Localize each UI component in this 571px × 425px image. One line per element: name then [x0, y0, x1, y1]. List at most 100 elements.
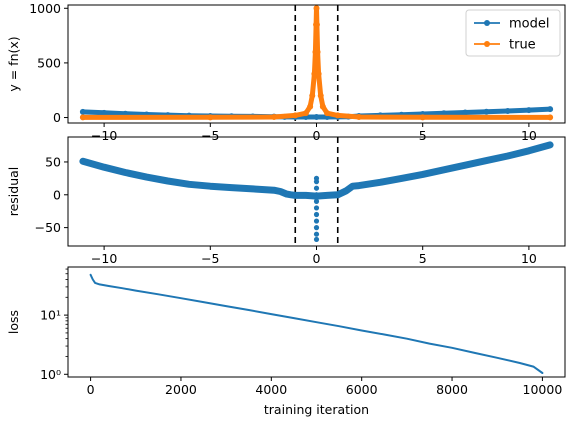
data-point [525, 107, 532, 114]
data-point [504, 107, 511, 114]
x-tick-label: 0 [313, 128, 321, 143]
data-point [398, 175, 405, 182]
x-tick-label: 10 [521, 251, 537, 266]
data-point [313, 198, 320, 204]
data-point [343, 187, 350, 194]
data-point [317, 92, 324, 99]
legend-entry-true: true [474, 38, 536, 53]
data-point [483, 108, 490, 115]
x-tick-label: 4000 [255, 382, 287, 397]
data-point [302, 110, 309, 117]
data-point [419, 171, 426, 178]
y-axis-label: y = fn(x) [6, 36, 21, 91]
data-point [313, 218, 320, 224]
data-point [462, 109, 469, 116]
data-point [313, 113, 320, 120]
data-point [313, 205, 320, 211]
x-axis-label: training iteration [264, 402, 369, 417]
plot-area [89, 273, 544, 374]
data-point [271, 187, 278, 194]
data-point [186, 181, 193, 188]
data-point [292, 192, 299, 199]
y-axis-label: loss [6, 310, 21, 334]
data-point [525, 147, 532, 154]
data-point [313, 192, 320, 198]
data-point [355, 182, 362, 189]
data-point [143, 174, 150, 181]
data-point [313, 211, 320, 218]
data-point [307, 103, 314, 110]
legend-label: true [509, 38, 536, 53]
data-point [79, 114, 86, 121]
loss-panel: 0 2000 4000 6000 8000 10000 10⁰ 10¹ loss training… [6, 266, 566, 417]
data-point [349, 183, 356, 190]
data-point [419, 114, 426, 121]
x-tick-label: −10 [91, 128, 117, 143]
data-point [547, 141, 554, 148]
data-point [313, 225, 320, 231]
data-point [313, 231, 320, 237]
data-point [277, 188, 284, 195]
data-point [313, 185, 320, 191]
legend-entry-model: model [474, 17, 549, 32]
data-point [483, 157, 490, 164]
y-tick-label: 50 [45, 154, 61, 169]
x-tick-label: 8000 [436, 382, 468, 397]
data-point [311, 70, 318, 77]
y-tick-label: 500 [37, 55, 61, 70]
data-point [324, 110, 331, 117]
data-point [292, 112, 299, 119]
data-point [122, 169, 129, 176]
data-point [309, 92, 316, 99]
x-axis: −10 −5 0 5 10 [91, 123, 537, 143]
y-tick-label: 10¹ [40, 308, 61, 323]
data-point [271, 113, 278, 120]
plot-area [79, 137, 554, 246]
data-point [315, 70, 322, 77]
function-panel: −10 −5 0 5 10 0 500 1000 y = fn(x) model true [6, 1, 566, 143]
residual-spike [313, 175, 320, 243]
y-axis: −50 0 50 [35, 154, 68, 235]
x-tick-label: 0 [313, 251, 321, 266]
data-point [79, 158, 86, 165]
y-axis: 0 500 1000 [29, 1, 68, 125]
data-point [207, 183, 214, 190]
data-point [504, 153, 511, 160]
x-axis: 0 2000 4000 6000 8000 10000 [87, 377, 562, 397]
legend-swatch-marker [484, 41, 490, 47]
legend-label: model [509, 17, 549, 32]
data-point [377, 179, 384, 186]
data-point [319, 103, 326, 110]
x-tick-label: 0 [87, 382, 95, 397]
data-point [313, 21, 320, 28]
data-point [313, 236, 320, 243]
data-point [207, 114, 214, 121]
data-point [249, 185, 256, 192]
x-tick-label: 5 [419, 251, 427, 266]
data-point [462, 162, 469, 169]
y-axis-label: residual [6, 167, 21, 217]
y-axis: 10⁰ 10¹ [40, 268, 68, 382]
x-tick-label: 5 [419, 128, 427, 143]
series-line [89, 273, 544, 374]
data-point [314, 48, 321, 55]
legend-swatch-marker [484, 20, 490, 26]
x-tick-label: 6000 [346, 382, 378, 397]
y-tick-label: 0 [53, 110, 61, 125]
series-true [79, 5, 554, 121]
x-tick-label: 2000 [165, 382, 197, 397]
data-point [324, 192, 331, 199]
data-point [547, 114, 554, 121]
series-0 [89, 273, 544, 374]
data-point [313, 175, 320, 181]
data-point [355, 113, 362, 120]
data-point [334, 112, 341, 119]
y-tick-label: −50 [35, 220, 61, 235]
data-point [164, 177, 171, 184]
axes-frame [67, 266, 566, 378]
x-tick-label: −5 [201, 251, 219, 266]
y-tick-label: 10⁰ [40, 367, 61, 382]
x-tick-label: −10 [91, 251, 117, 266]
data-point [440, 110, 447, 117]
